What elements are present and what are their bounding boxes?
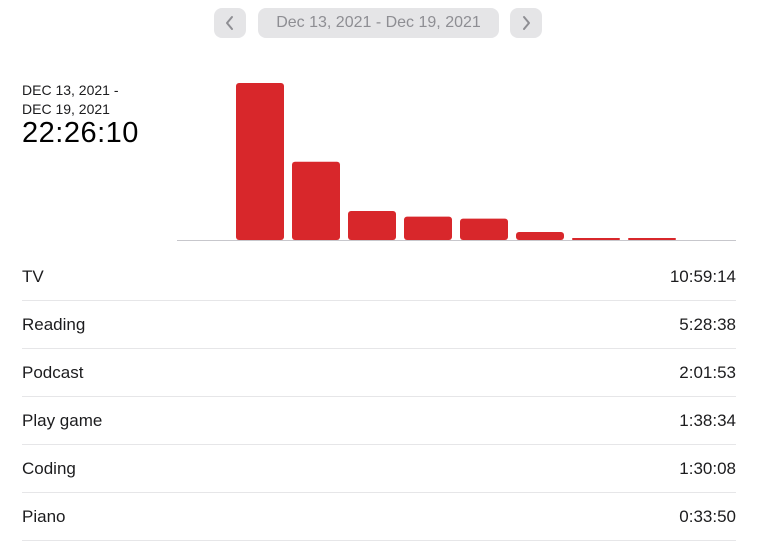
chart-bar[interactable]: [348, 211, 396, 240]
activity-row[interactable]: Piano 0:33:50: [22, 493, 736, 541]
chart-bars: [236, 83, 676, 240]
chart-bar[interactable]: [236, 83, 284, 240]
activity-duration: 2:01:53: [679, 362, 736, 382]
date-range-button[interactable]: Dec 13, 2021 - Dec 19, 2021: [258, 8, 499, 38]
weekly-bar-chart: [177, 83, 736, 241]
chart-bar[interactable]: [628, 238, 676, 240]
activity-name: Piano: [22, 506, 66, 526]
activity-list: TV 10:59:14 Reading 5:28:38 Podcast 2:01:53 Pl…: [22, 253, 736, 541]
chart-bar[interactable]: [516, 232, 564, 240]
activity-name: Podcast: [22, 362, 84, 382]
next-week-button[interactable]: [510, 8, 542, 38]
activity-name: Play game: [22, 410, 103, 430]
chart-bar[interactable]: [460, 218, 508, 240]
activity-duration: 1:30:08: [679, 458, 736, 478]
chart-bar[interactable]: [404, 216, 452, 240]
summary-total-time: 22:26:10: [22, 117, 139, 149]
chart-bar[interactable]: [292, 161, 340, 240]
activity-row[interactable]: Podcast 2:01:53: [22, 349, 736, 397]
activity-row[interactable]: Reading 5:28:38: [22, 301, 736, 349]
activity-duration: 5:28:38: [679, 314, 736, 334]
previous-week-button[interactable]: [214, 8, 246, 38]
activity-name: Reading: [22, 314, 86, 334]
activity-row[interactable]: Play game 1:38:34: [22, 397, 736, 445]
chevron-left-icon: [226, 16, 233, 30]
chart-bar[interactable]: [572, 238, 620, 240]
summary-date-range: DEC 13, 2021 - DEC 19, 2021: [22, 82, 119, 117]
activity-row[interactable]: TV 10:59:14: [22, 253, 736, 301]
activity-duration: 1:38:34: [679, 410, 736, 430]
chevron-right-icon: [523, 16, 530, 30]
activity-row[interactable]: Coding 1:30:08: [22, 445, 736, 493]
activity-duration: 10:59:14: [669, 266, 736, 286]
activity-name: TV: [22, 266, 44, 286]
activity-name: Coding: [22, 458, 76, 478]
activity-duration: 0:33:50: [679, 506, 736, 526]
